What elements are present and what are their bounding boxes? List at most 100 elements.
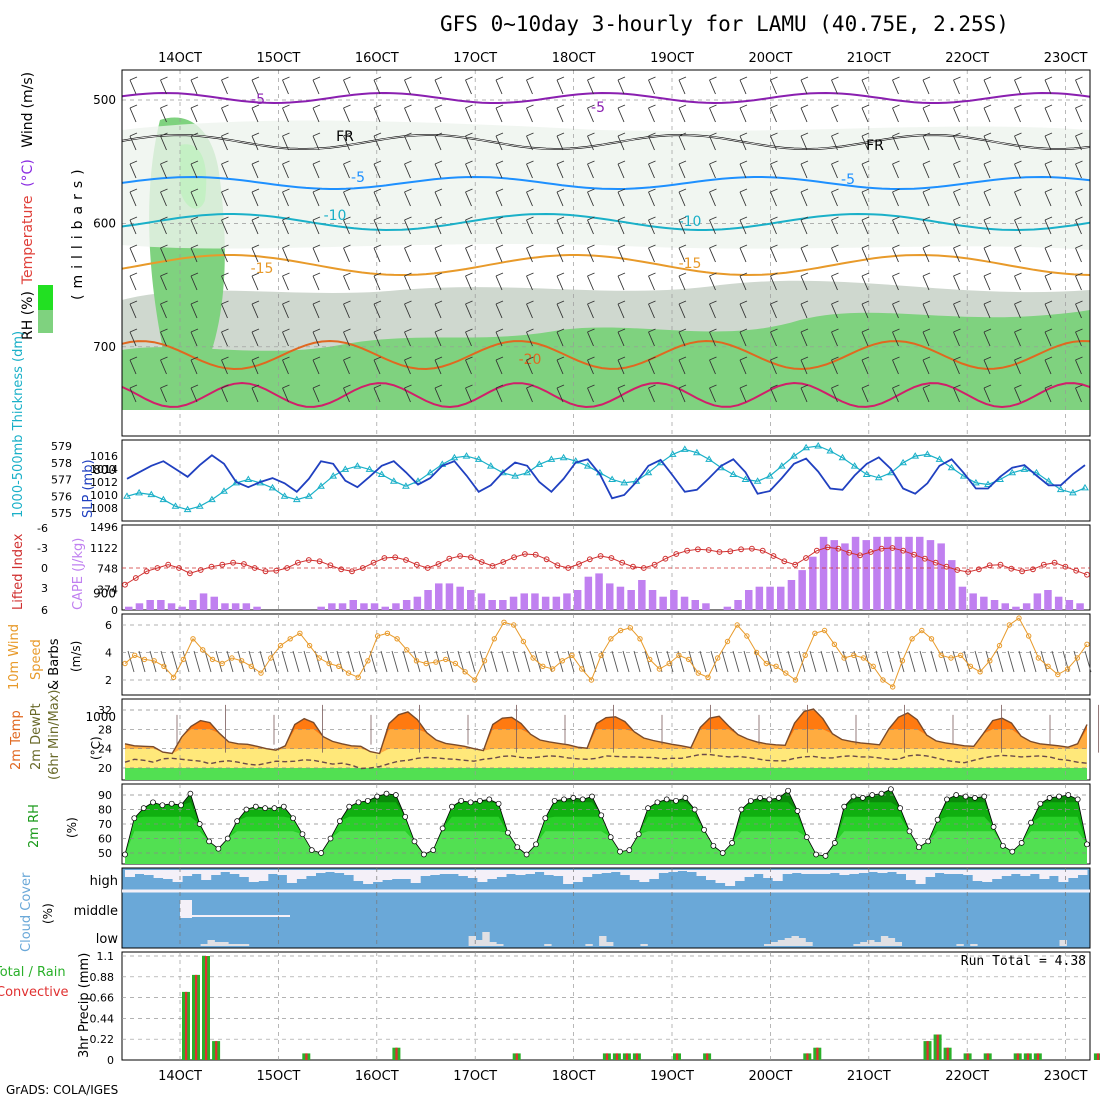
wind-barb — [892, 247, 899, 263]
wind-barb-flag — [1044, 160, 1053, 165]
wind-barb — [1075, 107, 1082, 123]
wind-speed-point — [676, 652, 682, 658]
wind-barb-flag — [800, 328, 809, 333]
wind-speed-point — [598, 652, 604, 658]
wind-barb-flag — [892, 132, 900, 137]
wind-barb — [617, 107, 625, 123]
wind-barb-flag — [678, 160, 687, 165]
wind-barb-flag — [648, 160, 656, 165]
thickness-point — [305, 492, 313, 499]
wind-barb-flag — [983, 272, 992, 277]
wind-barb — [160, 275, 167, 291]
wind-barb-flag — [434, 216, 443, 221]
surface-wind-barb — [413, 650, 421, 673]
surface-wind-barb — [402, 650, 410, 673]
wind-barb-flag — [587, 216, 595, 221]
wind-barb-flag — [922, 188, 931, 193]
wind-barb-flag — [556, 76, 565, 81]
wind-barb-flag — [312, 188, 321, 193]
cloud-low-bar — [200, 944, 208, 946]
wind-barb — [739, 163, 747, 179]
rh-point — [252, 803, 259, 810]
wind-barb — [160, 163, 167, 179]
wind-barb-flag — [983, 188, 992, 193]
wind-barb — [648, 387, 655, 403]
surface-wind-barb — [710, 650, 718, 673]
cloud-high-bar — [1029, 870, 1040, 874]
wind-barb — [465, 275, 472, 291]
li-point — [219, 561, 226, 568]
surface-wind-barb — [1084, 650, 1092, 673]
wind-barb-flag — [1075, 384, 1083, 389]
wind-barb — [282, 191, 289, 207]
cloud-high-bar — [687, 870, 697, 872]
cloud-low-bar — [894, 942, 902, 946]
surface-wind-barb — [831, 650, 839, 673]
wind-barb-flag — [221, 384, 229, 389]
wind-barb — [678, 359, 686, 375]
wind-barb-flag — [343, 104, 351, 109]
wind-barb-flag — [648, 328, 656, 333]
wind-barb-flag — [1014, 132, 1022, 137]
wind-barb — [343, 79, 350, 95]
surface-wind-barb — [138, 650, 146, 673]
wind-barb — [221, 219, 228, 235]
wind-barb-flag — [800, 104, 809, 109]
cloud-low-bar — [241, 944, 250, 946]
cape-bar — [456, 586, 464, 610]
wind-barb — [251, 359, 259, 375]
cape-bar — [873, 536, 881, 610]
cloud-low-bar — [887, 938, 896, 946]
wind-barb — [1044, 331, 1052, 347]
rh-point — [888, 786, 894, 793]
cape-bar — [157, 600, 165, 610]
wind-barb-flag — [282, 132, 290, 137]
wind-barb-flag — [190, 272, 199, 277]
wind-barb — [465, 359, 472, 375]
wind-barb-flag — [160, 300, 168, 305]
temp-ylabel-unit-text: (°C) — [89, 736, 103, 760]
wind-speed-point — [608, 636, 614, 642]
wind-barb — [404, 387, 411, 403]
li-point — [619, 559, 626, 566]
wind-speed-point — [890, 684, 896, 690]
thickness-point — [511, 472, 519, 479]
rh-point — [719, 850, 726, 856]
wind-barb-flag — [617, 132, 626, 137]
wind-barb-flag — [1014, 272, 1022, 277]
wind-barb — [160, 107, 167, 123]
thickness-tick-577: 577 — [51, 474, 72, 487]
wind-barb — [1014, 135, 1021, 151]
wind-barb — [617, 359, 625, 375]
wind-barb — [129, 163, 137, 179]
thickness-point — [790, 452, 798, 459]
surface-wind-barb — [952, 650, 960, 673]
wind-barb-flag — [556, 272, 565, 277]
bottom-date-label-17OCT: 17OCT — [453, 1069, 497, 1084]
rh-point — [196, 821, 203, 827]
wind-barb-flag — [587, 244, 595, 249]
wind-barb — [1044, 359, 1052, 375]
wind-barb — [465, 219, 472, 235]
wind-barb-flag — [1014, 160, 1022, 165]
wind-barb — [861, 359, 869, 375]
top-date-label-14OCT: 14OCT — [158, 51, 202, 66]
temp-ylabel-part: 2m Temp — [9, 710, 24, 770]
rh-point — [224, 835, 231, 842]
wind-barb-flag — [465, 160, 473, 165]
wind-barb — [587, 163, 594, 179]
wind-barb — [556, 387, 564, 403]
cape-bar — [616, 586, 625, 610]
rh-point — [803, 834, 810, 840]
cloud-high-bar — [734, 870, 745, 881]
wind-barb — [587, 359, 594, 375]
rh-point — [701, 826, 707, 833]
wind-barb — [770, 219, 777, 235]
li-point — [457, 553, 464, 559]
li-point — [176, 565, 182, 571]
wind-barb — [953, 331, 960, 347]
wind-barb — [1044, 219, 1052, 235]
cloud-panel-frame — [121, 867, 1091, 949]
wind-speed-point — [948, 655, 954, 661]
thickness-point — [802, 443, 810, 451]
